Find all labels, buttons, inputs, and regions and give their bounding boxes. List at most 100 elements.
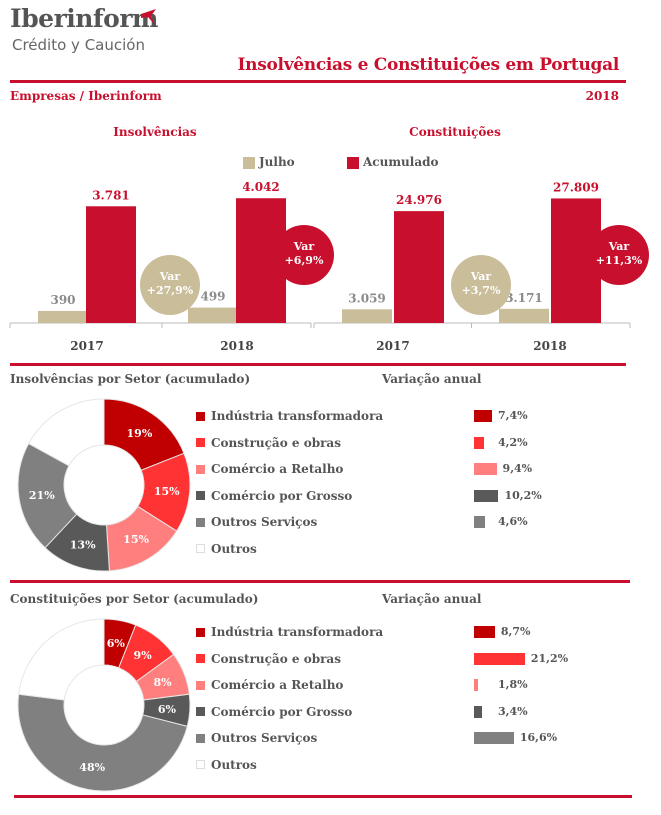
brand-bird-icon [141,9,156,25]
constituicoes-category-2017: 2017 [376,339,409,353]
insolvencias-legend: Indústria transformadora Construção e obr… [196,409,383,569]
constituicoes-legend-swatch-4 [196,733,205,743]
constituicoes-variacao-label-3: 3,4% [498,704,528,718]
insolvencias-variacao-bar-4 [474,516,486,528]
constituicoes-var-value-1: +11,3% [596,254,643,267]
insolvencias-label-julho-2018: 499 [200,290,225,304]
constituicoes-variacao-bar-2 [474,679,479,691]
insolvencias-category-2017: 2017 [70,339,103,353]
insolvencias-variacao-label-4: 4,6% [498,515,528,528]
constituicoes-var-label-1: Var [608,240,630,253]
constituicoes-legend-label-0: Indústria transformadora [211,625,384,639]
insolvencias-setor-title: Insolvências por Setor (acumulado) [10,372,251,386]
constituicoes-donut-slice-label-0: 6% [107,637,126,650]
constituicoes-legend-item-1: Construção e obras [196,652,341,666]
constituicoes-legend-label-3: Comércio por Grosso [211,704,353,719]
constituicoes-variacao-title: Variação anual [382,592,482,606]
insolvencias-legend-swatch-3 [196,491,205,500]
insolvencias-donut-slice-label-0: 19% [127,427,153,440]
footer-rule [14,795,632,798]
insolvencias-category-2018: 2018 [220,339,253,353]
insolvencias-legend-label-0: Indústria transformadora [211,409,384,423]
constituicoes-variacao-bar-3 [474,705,483,718]
constituicoes-var-value-0: +3,7% [462,284,501,297]
insolvencias-var-label-1: Var [293,240,315,253]
constituicoes-donut-slice-4 [17,693,188,792]
insolvencias-variacao: 7,4% 4,2% 9,4% 10,2% 4,6% [470,409,650,569]
constituicoes-donut-slice-label-4: 48% [79,761,105,774]
page-subtitle: Empresas / Iberinform [10,89,162,103]
constituicoes-setor-title: Constituições por Setor (acumulado) [10,592,259,606]
constituicoes-variacao-label-0: 8,7% [500,625,531,638]
insolvencias-bar-julho-2017 [38,310,88,323]
insolvencias-variacao-label-1: 4,2% [498,435,528,449]
insolvencias-legend-label-5: Outros [211,541,257,556]
section-rule-2 [10,580,630,583]
section-rule-1 [10,363,626,366]
insolvencias-legend-label-2: Comércio a Retalho [211,462,344,476]
insolvencias-donut-slice-5 [27,398,105,467]
insolvencias-var-label-0: Var [159,270,181,283]
constituicoes-bar-julho-2017 [342,309,392,323]
insolvencias-variacao-bar-1 [474,436,485,449]
insolvencias-legend-swatch-1 [196,438,205,447]
insolvencias-legend-swatch-2 [196,464,205,474]
insolvencias-variacao-bar-0 [474,410,492,422]
insolvencias-label-acumulado-2017: 3.781 [92,188,130,202]
insolvencias-legend-label-4: Outros Serviços [211,515,318,529]
insolvencias-var-badge-1 [274,225,334,285]
insolvencias-var-badge-0 [140,255,200,315]
constituicoes-legend-label-2: Comércio a Retalho [211,678,344,692]
constituicoes-legend-item-3: Comércio por Grosso [196,705,352,719]
constituicoes-variacao-label-1: 21,2% [530,651,569,665]
constituicoes-variacao-bar-4 [474,732,514,744]
insolvencias-legend-swatch-0 [196,411,205,421]
insolvencias-bar-acumulado-2017 [86,206,136,323]
constituicoes-variacao-label-2: 1,8% [498,678,528,691]
insolvencias-donut-slice-label-3: 13% [70,538,96,551]
insolvencias-legend-swatch-5 [196,544,205,553]
constituicoes-donut: 6% 9% 8% 6% 48% [17,618,191,792]
constituicoes-var-badge-0 [451,255,511,315]
constituicoes-label-julho-2018: 3.171 [505,291,543,305]
constituicoes-variacao-bar-0 [474,626,495,638]
constituicoes-variacao: 8,7% 21,2% 1,8% 3,4% 16,6% [470,625,650,785]
constituicoes-donut-slice-5 [18,618,105,701]
page-title: Insolvências e Constituições em Portugal [237,55,620,75]
constituicoes-legend-swatch-0 [196,627,205,637]
constituicoes-variacao-label-4: 16,6% [519,731,558,744]
brand-name: Iberinform [10,4,158,33]
constituicoes-label-acumulado-2017: 24.976 [396,193,442,207]
insolvencias-legend-label-1: Construção e obras [211,435,341,450]
constituicoes-donut-slice-label-1: 9% [134,649,153,662]
insolvencias-donut-slice-label-4: 21% [29,489,55,502]
constituicoes-var-badge-1 [589,225,649,285]
constituicoes-title: Constituições [409,125,501,139]
legend-julho-label: Julho [259,155,295,169]
legend-acumulado-swatch [347,157,359,169]
insolvencias-variacao-bar-3 [474,489,499,502]
constituicoes-bar-julho-2018 [499,308,549,323]
constituicoes-legend-label-1: Construção e obras [211,651,341,666]
insolvencias-variacao-bar-2 [474,463,497,475]
legend-julho-swatch [243,157,255,169]
insolvencias-donut-slice-label-1: 15% [154,485,180,498]
constituicoes-donut-slice-label-2: 8% [154,676,173,689]
insolvencias-donut: 19% 15% 15% 13% 21% [17,398,191,572]
bar-charts: 3903.78120174994.0422018Var+27,9%Var+6,9… [9,180,649,353]
constituicoes-legend-swatch-5 [196,760,205,769]
insolvencias-legend-item-3: Comércio por Grosso [196,489,352,503]
constituicoes-legend-swatch-2 [196,680,205,690]
insolvencias-legend-item-2: Comércio a Retalho [196,462,343,476]
insolvencias-legend-item-5: Outros [196,542,257,556]
insolvencias-legend-item-0: Indústria transformadora [196,409,383,423]
constituicoes-legend-item-4: Outros Serviços [196,731,317,745]
constituicoes-legend-item-2: Comércio a Retalho [196,678,343,692]
insolvencias-variacao-title: Variação anual [382,372,482,386]
header-rule [10,80,626,83]
insolvencias-variacao-label-3: 10,2% [504,488,542,502]
legend-acumulado-label: Acumulado [363,155,439,169]
insolvencias-legend-item-1: Construção e obras [196,436,341,450]
constituicoes-label-acumulado-2018: 27.809 [553,180,599,194]
constituicoes-variacao-bar-1 [474,652,525,665]
